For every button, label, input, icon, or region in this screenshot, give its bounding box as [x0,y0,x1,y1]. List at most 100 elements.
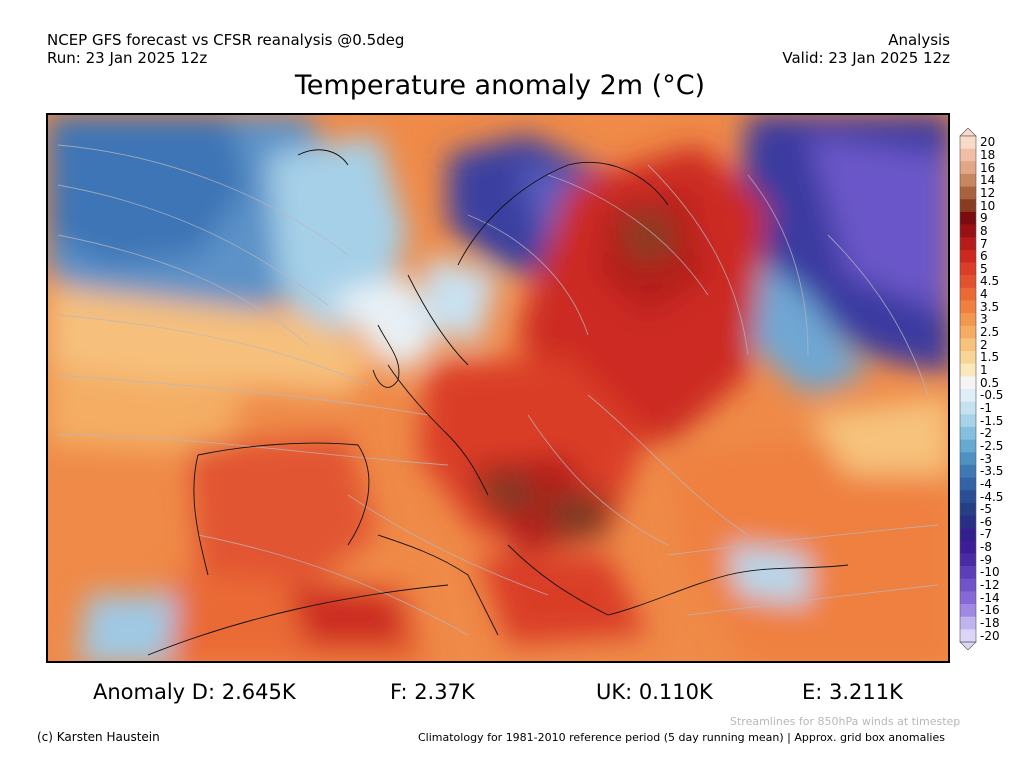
colorbar-swatch [960,351,976,364]
colorbar-label: -10 [980,565,1000,580]
colorbar-label: 12 [980,185,996,200]
streamlines-note: Streamlines for 850hPa winds at timestep [730,715,961,728]
colorbar-swatch [960,161,976,175]
colorbar-label: -3.5 [980,464,1004,479]
colorbar [959,128,977,650]
colorbar-label: 6 [980,249,988,264]
colorbar-swatch [960,199,976,213]
colorbar-swatch [960,426,976,440]
valid-time: Valid: 23 Jan 2025 12z [782,49,950,67]
colorbar-swatch [960,224,976,238]
colorbar-swatch [960,363,976,377]
colorbar-swatch [960,629,976,643]
colorbar-label: -7 [980,527,992,542]
colorbar-label: -8 [980,540,992,555]
colorbar-label: 3.5 [980,299,1000,314]
colorbar-label: 14 [980,173,996,188]
colorbar-swatch [960,528,976,542]
colorbar-label: 0.5 [980,375,1000,390]
anomaly-field [48,115,948,661]
colorbar-frame [959,135,977,643]
colorbar-swatch [960,173,976,187]
colorbar-swatch [960,452,976,466]
colorbar-label: 2.5 [980,325,1000,340]
colorbar-swatch [960,414,976,428]
colorbar-label: -1.5 [980,413,1004,428]
analysis-label: Analysis [888,31,950,49]
colorbar-swatch [960,186,976,200]
colorbar-swatch [960,591,976,605]
colorbar-swatch [960,477,976,491]
anomaly-uk: UK: 0.110K [596,680,713,704]
colorbar-label: -12 [980,578,1000,593]
anomaly-germany: Anomaly D: 2.645K [93,680,296,704]
climatology-note: Climatology for 1981-2010 reference peri… [418,731,945,744]
colorbar-label: -6 [980,514,992,529]
map-svg [48,115,948,661]
copyright: (c) Karsten Haustein [37,730,160,744]
colorbar-swatch [960,502,976,516]
run-time: Run: 23 Jan 2025 12z [47,49,208,67]
colorbar-swatch [960,237,976,251]
colorbar-swatch [960,338,976,352]
colorbar-label: 1 [980,363,988,378]
colorbar-label: -14 [980,590,1000,605]
colorbar-swatch [960,136,976,149]
colorbar-swatch [960,376,976,390]
colorbar-swatch [960,325,976,339]
colorbar-swatch [960,604,976,617]
colorbar-swatch [960,313,976,327]
colorbar-label: -5 [980,502,992,517]
colorbar-min-arrow [959,641,977,650]
colorbar-swatch [960,464,976,478]
colorbar-swatch [960,401,976,415]
colorbar-label: 2 [980,337,988,352]
colorbar-label: 20 [980,135,996,150]
colorbar-label: -0.5 [980,388,1004,403]
colorbar-label: -16 [980,603,1000,618]
colorbar-max-arrow [959,128,977,137]
colorbar-swatch [960,275,976,289]
colorbar-label: 9 [980,211,988,226]
wind-streamlines [57,144,939,636]
colorbar-swatch [960,553,976,567]
colorbar-label: -4.5 [980,489,1004,504]
colorbar-label: 10 [980,198,996,213]
anomaly-europe: E: 3.211K [802,680,903,704]
colorbar-label: 16 [980,160,996,175]
colorbar-swatch [960,540,976,554]
colorbar-label: -4 [980,476,992,491]
colorbar-label: 8 [980,223,988,238]
colorbar-swatch [960,211,976,225]
colorbar-label: -2 [980,426,992,441]
colorbar-swatch [960,287,976,301]
colorbar-swatch [960,566,976,580]
coastlines [147,149,849,656]
colorbar-label: 3 [980,312,988,327]
temperature-anomaly-map [46,113,950,663]
map-title: Temperature anomaly 2m (°C) [294,70,706,101]
colorbar-swatch [960,515,976,529]
colorbar-label: -3 [980,451,992,466]
colorbar-label: 1.5 [980,350,1000,365]
colorbar-label: 5 [980,261,988,276]
colorbar-swatch [960,578,976,592]
colorbar-label: 18 [980,147,996,162]
colorbar-label: 4 [980,287,988,302]
colorbar-swatch [960,389,976,402]
colorbar-swatch [960,262,976,276]
colorbar-swatch [960,490,976,504]
colorbar-label: -9 [980,552,992,567]
colorbar-swatch [960,148,976,162]
colorbar-label: 4.5 [980,274,1000,289]
colorbar-label: -20 [980,628,1000,643]
colorbar-swatch [960,616,976,630]
colorbar-label: -18 [980,616,1000,631]
colorbar-label: -2.5 [980,438,1004,453]
colorbar-swatch [960,249,976,263]
model-run-title: NCEP GFS forecast vs CFSR reanalysis @0.… [47,31,405,49]
colorbar-label: -1 [980,400,992,415]
colorbar-label: 7 [980,236,988,251]
anomaly-france: F: 2.37K [390,680,475,704]
colorbar-swatch [960,300,976,314]
